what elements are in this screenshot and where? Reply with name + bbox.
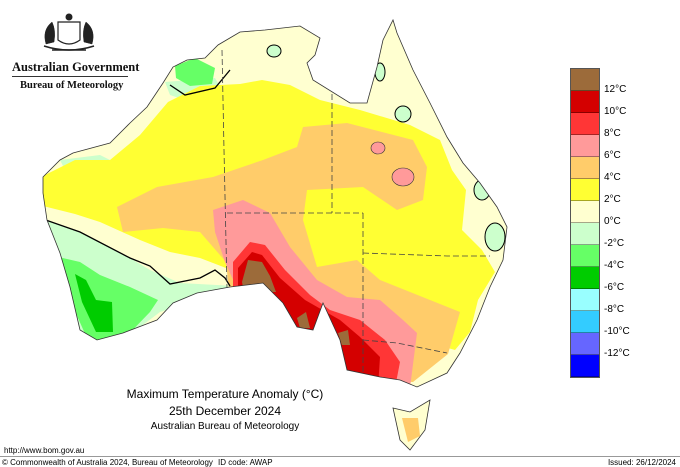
legend-label: -2°C (604, 238, 625, 249)
legend-swatch (571, 69, 599, 91)
legend-label: 12°C (604, 84, 627, 95)
legend-label: 0°C (604, 216, 621, 227)
legend-label: 2°C (604, 194, 621, 205)
legend-label: 4°C (604, 172, 621, 183)
footer-divider (0, 456, 680, 457)
coat-of-arms-logo (43, 13, 95, 51)
legend-swatch (571, 289, 599, 311)
header-divider (12, 76, 128, 77)
legend-swatch (571, 113, 599, 135)
legend-swatch (571, 91, 599, 113)
legend-label: 8°C (604, 128, 621, 139)
legend-swatch (571, 245, 599, 267)
government-name: Australian Government (12, 60, 140, 74)
website-link[interactable]: http://www.bom.gov.au (4, 446, 85, 455)
map-title: Maximum Temperature Anomaly (°C) (126, 387, 324, 401)
legend-swatch (571, 223, 599, 245)
map-date: 25th December 2024 (168, 404, 282, 418)
legend-swatch (571, 179, 599, 201)
color-legend (570, 68, 600, 378)
legend-label: -8°C (604, 304, 625, 315)
legend-swatch (571, 355, 599, 377)
legend-swatch (571, 311, 599, 333)
legend-swatch (571, 135, 599, 157)
legend-label: 10°C (604, 106, 627, 117)
copyright: © Commonwealth of Australia 2024, Bureau… (2, 458, 213, 467)
agency-name: Bureau of Meteorology (20, 80, 124, 91)
legend-swatch (571, 333, 599, 355)
legend-label: -10°C (604, 326, 630, 337)
legend-swatch (571, 201, 599, 223)
legend-swatch (571, 157, 599, 179)
legend-label: 6°C (604, 150, 621, 161)
legend-label: -4°C (604, 260, 625, 271)
legend-label: -12°C (604, 348, 630, 359)
issued-date: Issued: 26/12/2024 (607, 458, 676, 467)
id-code: ID code: AWAP (218, 458, 273, 467)
legend-label: -6°C (604, 282, 625, 293)
map-source: Australian Bureau of Meteorology (150, 421, 300, 432)
legend-swatch (571, 267, 599, 289)
